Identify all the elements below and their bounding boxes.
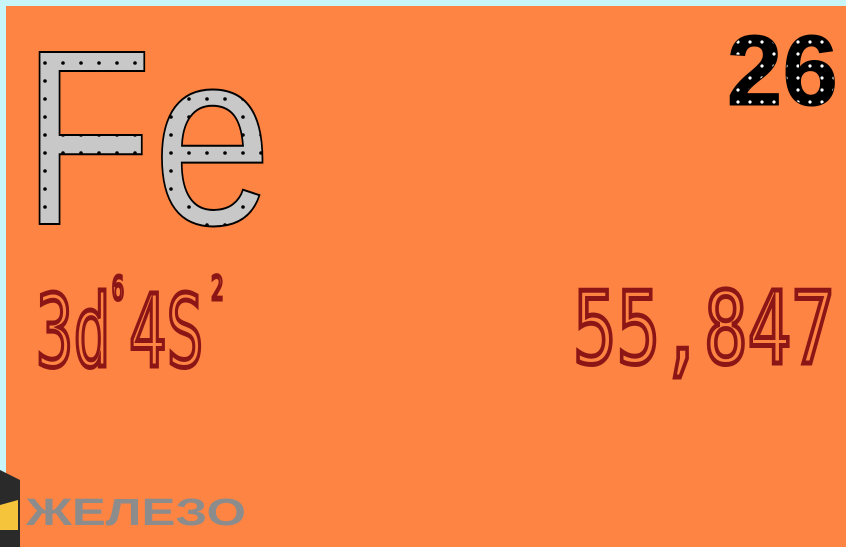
config-superscript: 6 — [112, 269, 125, 309]
config-superscript: 2 — [211, 269, 224, 309]
corner-decoration — [0, 500, 18, 530]
atomic-mass: 55,847 — [573, 270, 835, 387]
config-orbital: 3d — [36, 273, 111, 390]
element-symbol: Fe — [22, 0, 272, 277]
atomic-number: 26 — [727, 15, 838, 127]
element-card: Fe 26 3d 6 4S 2 55,847 ЖЕЛЕЗО — [0, 0, 846, 547]
electron-configuration: 3d 6 4S 2 — [36, 269, 224, 390]
element-name: ЖЕЛЕЗО — [25, 492, 246, 534]
config-orbital: 4S — [129, 273, 204, 390]
